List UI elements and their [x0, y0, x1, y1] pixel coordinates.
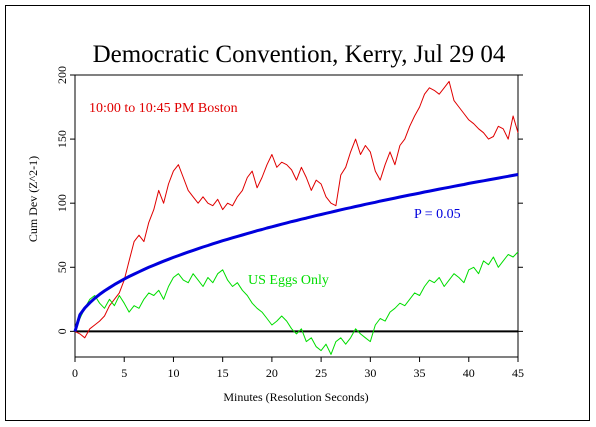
x-tick-label: 35 [414, 366, 426, 380]
figure-frame [5, 5, 590, 421]
annotation-p-value: P = 0.05 [414, 207, 461, 222]
y-tick-label: 0 [55, 328, 69, 334]
plot-frame [74, 74, 519, 358]
x-tick-label: 25 [315, 366, 327, 380]
y-axis-label: Cum Dev (Z^2-1) [26, 156, 40, 242]
axis-ticks: 0 5 10 15 20 25 30 35 40 45 0 50 100 150 200 [55, 66, 524, 380]
y-tick-label: 150 [55, 130, 69, 148]
x-tick-label: 20 [266, 366, 278, 380]
x-tick-label: 30 [364, 366, 376, 380]
x-axis-label: Minutes (Resolution Seconds) [223, 390, 368, 404]
x-tick-label: 45 [512, 366, 524, 380]
x-tick-label: 40 [463, 366, 475, 380]
x-tick-label: 10 [167, 366, 179, 380]
y-tick-label: 100 [55, 194, 69, 212]
series-line-green [74, 251, 519, 355]
y-tick-label: 50 [55, 261, 69, 273]
x-tick-label: 0 [72, 366, 78, 380]
chart-title: Democratic Convention, Kerry, Jul 29 04 [93, 41, 506, 68]
y-tick-label: 200 [55, 66, 69, 84]
series-line-blue [73, 173, 519, 332]
x-tick-label: 5 [121, 366, 127, 380]
x-tick-label: 15 [217, 366, 229, 380]
annotation-us-eggs: US Eggs Only [248, 273, 329, 288]
series-line-red [74, 80, 519, 339]
annotation-time-range: 10:00 to 10:45 PM Boston [89, 101, 238, 116]
series-layer [73, 80, 519, 355]
